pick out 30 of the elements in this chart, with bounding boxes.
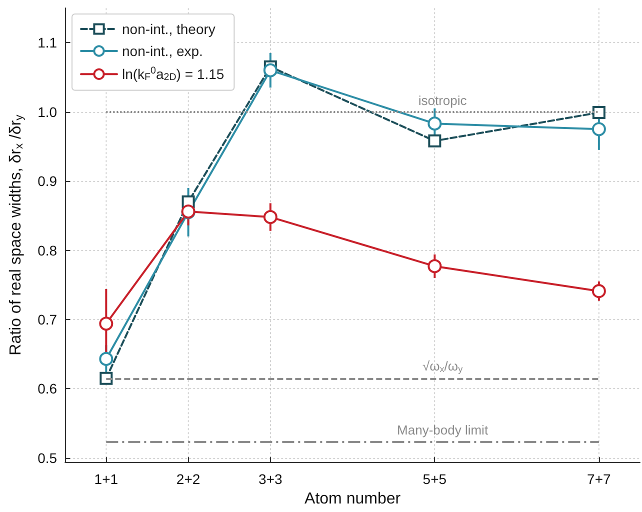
y-tick-label: 1.1 <box>38 34 58 51</box>
point <box>263 210 278 224</box>
x-tick-label: 7+7 <box>587 471 612 488</box>
ref-line-label: Many-body limit <box>397 422 488 438</box>
point <box>100 372 113 385</box>
x-tick-label: 5+5 <box>422 471 447 488</box>
y-tick-label: 0.9 <box>38 173 58 190</box>
y-tick-label: 0.8 <box>38 242 58 258</box>
x-axis-title: Atom number <box>304 490 402 508</box>
point <box>99 352 114 366</box>
y-tick-label: 1.0 <box>38 104 58 120</box>
y-tick-label: 0.5 <box>38 450 58 466</box>
y-tick-label: 0.6 <box>38 380 58 397</box>
legend-label: non-int., theory <box>122 21 216 37</box>
y-tick-label: 0.7 <box>38 312 58 328</box>
point <box>592 106 606 120</box>
x-tick-label: 3+3 <box>258 471 283 488</box>
ref-line-label: √ωx/ωy <box>422 358 464 374</box>
point <box>99 316 114 331</box>
ref-line-label: isotropic <box>418 92 468 108</box>
point <box>263 63 278 78</box>
y-axis-title: Ratio of real space widths, δrx /δry <box>8 114 26 356</box>
x-tick-label: 1+1 <box>94 471 118 488</box>
point <box>428 134 442 148</box>
point <box>428 116 442 131</box>
point <box>592 122 606 136</box>
legend-label: non-int., exp. <box>122 43 203 59</box>
point <box>592 284 606 298</box>
point <box>428 259 442 274</box>
x-tick-label: 2+2 <box>176 471 200 488</box>
